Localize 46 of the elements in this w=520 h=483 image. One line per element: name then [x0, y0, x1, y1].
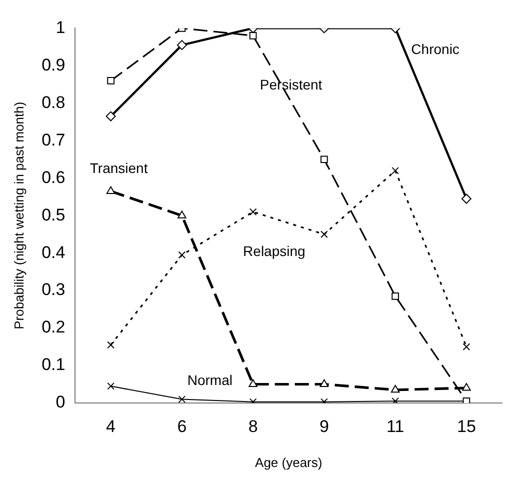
- series-label: Relapsing: [243, 243, 306, 260]
- point: [106, 186, 116, 194]
- y-tick-label: 0.3: [42, 280, 66, 300]
- y-tick-label: 0.8: [42, 92, 66, 112]
- point: [107, 341, 114, 349]
- point: [392, 166, 399, 174]
- y-tick-label: 0.6: [42, 168, 66, 187]
- x-tick-label: 6: [177, 416, 187, 436]
- point: [106, 111, 116, 122]
- series-label: Transient: [90, 160, 148, 176]
- point: [178, 251, 186, 259]
- x-tick-label: 4: [106, 416, 116, 436]
- x-tick-label: 8: [248, 416, 258, 436]
- point: [320, 230, 328, 238]
- y-tick-label: 0.2: [42, 318, 66, 337]
- y-tick-label: 0.4: [42, 242, 66, 262]
- point: [392, 292, 399, 300]
- point: [320, 379, 329, 388]
- x-tick-label: 11: [386, 416, 404, 436]
- point: [320, 156, 328, 164]
- point: [461, 194, 472, 204]
- y-axis-title: Probability (night wetting in past month): [11, 102, 26, 330]
- y-tick-label: 0.1: [42, 355, 66, 374]
- series-label: Normal: [187, 372, 232, 388]
- point: [249, 32, 257, 40]
- y-tick-label: 0.5: [42, 205, 66, 224]
- y-tick-label: 0: [56, 392, 66, 412]
- point: [248, 379, 258, 388]
- x-tick-label: 15: [456, 416, 476, 436]
- point: [462, 383, 471, 391]
- point: [249, 208, 257, 216]
- x-axis-title: Age (years): [255, 454, 322, 470]
- x-tick-label: 9: [319, 416, 329, 436]
- y-tick-label: 0.7: [42, 130, 66, 150]
- y-tick-label: 1: [56, 18, 66, 37]
- y-tick-label: 0.9: [42, 55, 66, 74]
- point: [392, 397, 399, 403]
- point: [107, 382, 114, 390]
- series-label: Chronic: [411, 41, 460, 58]
- point: [462, 343, 470, 350]
- series-label: Persistent: [260, 76, 322, 93]
- point: [178, 396, 186, 403]
- point: [390, 384, 400, 393]
- point: [178, 210, 186, 218]
- point: [176, 40, 187, 50]
- point: [107, 76, 114, 84]
